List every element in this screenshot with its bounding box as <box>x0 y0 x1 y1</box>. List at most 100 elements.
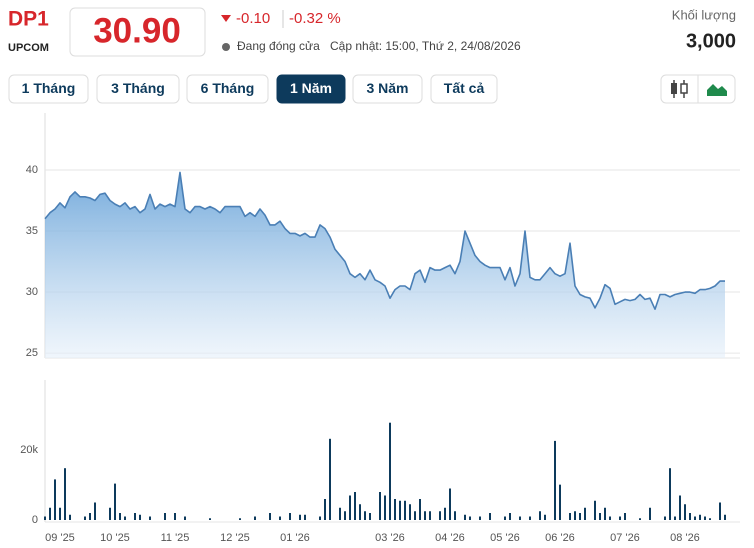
y-tick-label: 25 <box>26 347 38 359</box>
range-button[interactable] <box>430 74 498 104</box>
volume-bar <box>404 500 406 520</box>
volume-bar <box>669 468 671 520</box>
volume-bar <box>579 513 581 520</box>
price-line <box>44 171 725 310</box>
volume-bar <box>399 500 401 520</box>
volume-bar <box>584 507 586 520</box>
volume-bar <box>724 514 726 520</box>
y-tick-label: 20k <box>20 444 38 456</box>
volume-bar <box>109 507 111 520</box>
volume-bar <box>699 514 701 520</box>
x-tick-label: 11 '25 <box>161 532 190 544</box>
volume-bar <box>559 484 561 520</box>
volume-bar <box>424 511 426 520</box>
volume-bar <box>114 483 116 520</box>
ticker: DP1 <box>8 8 49 31</box>
volume-bar <box>394 499 396 520</box>
volume-bar <box>624 513 626 520</box>
volume-bar <box>464 514 466 520</box>
volume-bar <box>174 513 176 520</box>
exchange: UPCOM <box>8 42 49 54</box>
volume-bar <box>519 516 521 520</box>
x-tick-label: 12 '25 <box>220 532 250 544</box>
volume-bar <box>569 513 571 520</box>
volume-bar <box>429 511 431 520</box>
volume-bar <box>209 518 211 520</box>
range-button[interactable] <box>96 74 180 104</box>
candlestick-icon[interactable] <box>661 75 698 103</box>
status-dot <box>222 43 230 51</box>
y-tick-label: 0 <box>32 514 38 526</box>
volume-bar <box>164 513 166 520</box>
range-button-label[interactable]: Tất cả <box>444 80 485 96</box>
range-button[interactable] <box>8 74 89 104</box>
volume-bar <box>529 516 531 520</box>
volume-label: Khối lượng <box>672 7 736 22</box>
volume-bar <box>254 516 256 520</box>
volume-bar <box>679 495 681 520</box>
volume-bar <box>379 492 381 520</box>
volume-bar <box>694 516 696 520</box>
icon-area <box>707 84 727 96</box>
down-arrow <box>221 15 231 22</box>
volume-bar <box>64 468 66 520</box>
x-tick-label: 07 '26 <box>610 532 640 544</box>
range-button[interactable] <box>276 74 346 104</box>
volume-bar <box>594 500 596 520</box>
volume-bar <box>349 495 351 520</box>
volume-bar <box>359 504 361 520</box>
range-button-label[interactable]: 3 Tháng <box>111 80 165 96</box>
volume-bar <box>384 495 386 520</box>
volume-bar <box>704 516 706 520</box>
volume-bar <box>674 516 676 520</box>
x-tick-label: 10 '25 <box>100 532 130 544</box>
volume-bar <box>554 440 556 520</box>
volume-bar <box>719 502 721 520</box>
area-icon[interactable] <box>698 75 735 103</box>
x-tick-label: 06 '26 <box>545 532 575 544</box>
x-tick-label: 04 '26 <box>435 532 465 544</box>
volume-bar <box>454 511 456 520</box>
x-tick-label: 08 '26 <box>670 532 700 544</box>
volume-bar <box>649 507 651 520</box>
change: -0.10 <box>236 10 270 27</box>
volume-bar <box>574 511 576 520</box>
volume-bar <box>69 514 71 520</box>
volume-bar <box>419 499 421 520</box>
range-button-label[interactable]: 1 Năm <box>290 80 332 96</box>
x-tick-label: 01 '26 <box>280 532 310 544</box>
volume-bar <box>304 514 306 520</box>
volume-bar <box>364 511 366 520</box>
volume-bar <box>504 516 506 520</box>
volume-bar <box>299 514 301 520</box>
volume-bar <box>44 516 46 520</box>
volume-bar <box>344 511 346 520</box>
volume-bar <box>604 507 606 520</box>
updated: Cập nhật: 15:00, Thứ 2, 24/08/2026 <box>330 39 521 53</box>
volume-bar <box>124 516 126 520</box>
volume-bar <box>639 518 641 520</box>
candlestick-button[interactable] <box>661 75 698 103</box>
volume-bar <box>134 513 136 520</box>
volume-bar <box>414 511 416 520</box>
volume-bar <box>709 518 711 520</box>
range-button-label[interactable]: 3 Năm <box>366 80 408 96</box>
range-button[interactable] <box>186 74 269 104</box>
range-button-label[interactable]: 1 Tháng <box>22 80 76 96</box>
volume-bar <box>239 518 241 520</box>
volume-bar <box>409 504 411 520</box>
range-button[interactable] <box>352 74 423 104</box>
volume-bar <box>279 516 281 520</box>
volume-bar <box>539 511 541 520</box>
volume-bar <box>439 511 441 520</box>
volume-bar <box>339 507 341 520</box>
range-button-label[interactable]: 6 Tháng <box>201 80 255 96</box>
volume-bar <box>609 516 611 520</box>
y-tick-label: 40 <box>26 164 38 176</box>
volume-bar <box>289 513 291 520</box>
volume-bar <box>664 516 666 520</box>
x-tick-label: 09 '25 <box>45 532 75 544</box>
volume-bar <box>619 516 621 520</box>
